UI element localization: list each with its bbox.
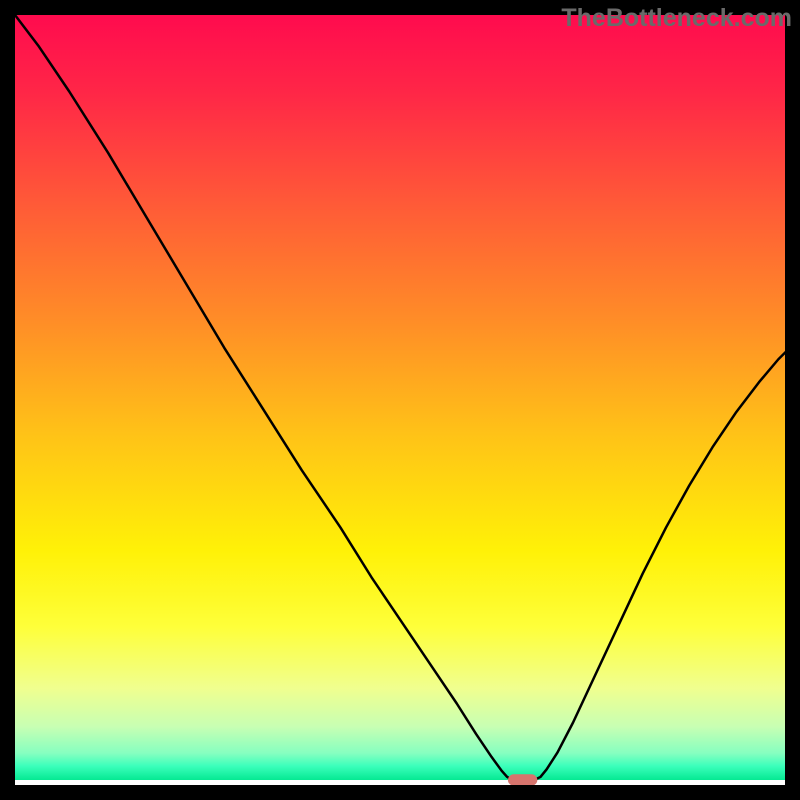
watermark-text: TheBottleneck.com: [561, 4, 792, 33]
minimum-marker: [508, 774, 537, 785]
chart-border: [8, 8, 793, 793]
bottleneck-chart: TheBottleneck.com: [0, 0, 800, 800]
chart-svg: [0, 0, 800, 800]
plot-background: [15, 15, 790, 780]
bottleneck-curve: [15, 15, 790, 780]
